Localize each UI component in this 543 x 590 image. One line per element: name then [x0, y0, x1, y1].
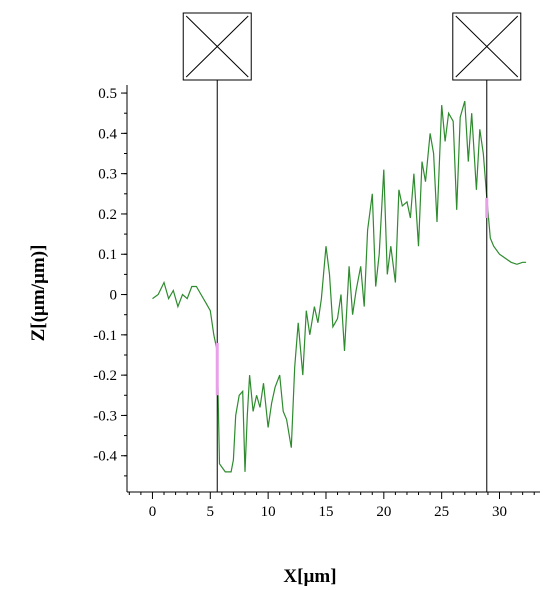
y-tick-label: -0.4 — [93, 449, 117, 465]
x-tick-label: 25 — [434, 504, 449, 520]
y-tick-label: 0.4 — [98, 126, 117, 142]
y-tick-label: 0.3 — [98, 167, 117, 183]
x-tick-label: 30 — [492, 504, 507, 520]
x-axis-title: X[µm] — [283, 566, 336, 587]
y-tick-label: 0.1 — [98, 247, 117, 263]
y-tick-label: 0 — [110, 288, 118, 304]
profile-line — [152, 100, 527, 473]
x-tick-label: 20 — [376, 504, 391, 520]
y-tick-label: 0.2 — [98, 207, 117, 223]
cursor-handle-diagonal — [185, 15, 249, 78]
cursor-group — [182, 12, 522, 492]
x-tick-label: 10 — [261, 504, 276, 520]
x-tick-label: 5 — [207, 504, 215, 520]
axes: 0.5 0.4 0.3 0.2 0.1 0 -0.1 -0.2 -0.3 -0.4 0 5 10 15 20… — [93, 85, 540, 520]
y-tick-label: 0.5 — [98, 86, 117, 102]
x-tick-label: 15 — [318, 504, 333, 520]
y-tick-label: -0.1 — [93, 328, 117, 344]
cursor-handle-diagonal — [455, 15, 519, 78]
y-axis-title: Z[(µm/µm)] — [28, 245, 49, 342]
x-tick-label: 0 — [149, 504, 157, 520]
y-tick-label: -0.2 — [93, 368, 117, 384]
series-group — [152, 100, 527, 473]
y-tick-label: -0.3 — [93, 408, 117, 424]
